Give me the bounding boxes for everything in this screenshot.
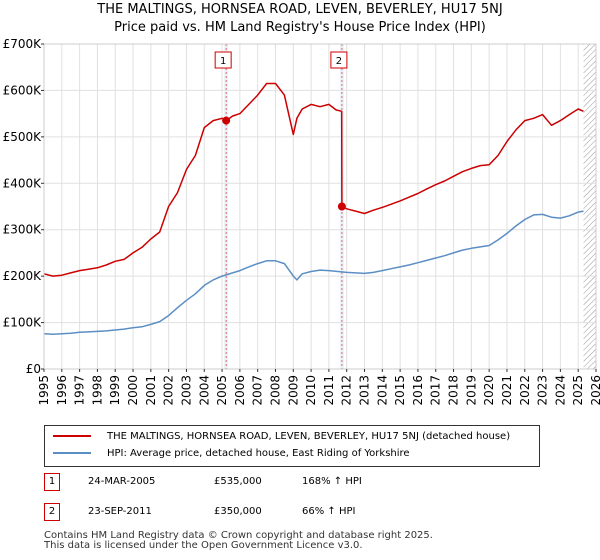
x-tick-label: 2007: [251, 375, 265, 406]
x-tick-label: 2019: [464, 375, 478, 406]
series-line-property: [43, 82, 584, 277]
x-tick-label: 2001: [144, 375, 158, 406]
y-tick-label: £300K: [3, 223, 43, 237]
y-tick-label: £100K: [3, 316, 43, 330]
legend: THE MALTINGS, HORNSEA ROAD, LEVEN, BEVER…: [44, 425, 540, 467]
transaction-label-box: [330, 51, 348, 69]
transaction-row: 2 23-SEP-2011 £350,000 66% ↑ HPI: [44, 503, 564, 521]
x-tick-label: 2016: [411, 375, 425, 406]
x-tick-label: 2009: [286, 375, 300, 406]
transaction-price: £535,000: [214, 476, 262, 487]
series-line-hpi: [43, 210, 584, 335]
x-tick-label: 2012: [340, 375, 354, 406]
x-tick-label: 2000: [126, 375, 140, 406]
legend-item-property: THE MALTINGS, HORNSEA ROAD, LEVEN, BEVER…: [53, 429, 510, 445]
y-tick-label: £600K: [3, 83, 43, 97]
x-tick-label: 2017: [429, 375, 443, 406]
x-tick-label: 2006: [233, 375, 247, 406]
footer-copyright: Contains HM Land Registry data © Crown c…: [44, 530, 433, 541]
footer: Contains HM Land Registry data © Crown c…: [44, 531, 433, 551]
x-tick-label: 2026: [589, 375, 600, 406]
transaction-marker: 2: [44, 503, 60, 521]
x-tick-label: 2002: [162, 375, 176, 406]
y-tick-label: £400K: [3, 176, 43, 190]
price-chart: 1 2 £0 £100K £200K £300K £400K £500K £600K £700K…: [3, 37, 600, 406]
transaction-marker: 1: [44, 473, 60, 491]
x-tick-label: 2011: [322, 375, 336, 406]
x-tick-label: 2014: [375, 375, 389, 406]
footer-license: This data is licensed under the Open Gov…: [44, 540, 363, 551]
x-tick-label: 2013: [358, 375, 372, 406]
transaction-label-box: [214, 51, 232, 69]
x-tick-label: 2015: [393, 375, 407, 406]
x-tick-label: 2024: [553, 375, 567, 406]
transaction-hpi: 168% ↑ HPI: [302, 476, 362, 487]
x-tick-label: 2022: [518, 375, 532, 406]
y-tick-label: £700K: [3, 37, 43, 51]
x-tick-label: 2020: [482, 375, 496, 406]
legend-label-hpi: HPI: Average price, detached house, East…: [107, 448, 410, 459]
x-tick-label: 2004: [197, 375, 211, 406]
legend-label-property: THE MALTINGS, HORNSEA ROAD, LEVEN, BEVER…: [107, 431, 511, 442]
x-tick-label: 1996: [55, 375, 69, 406]
x-tick-label: 1999: [108, 375, 122, 406]
legend-swatch-property: [53, 435, 91, 437]
x-tick-label: 1998: [90, 375, 104, 406]
transaction-point: [222, 116, 231, 125]
x-tick-label: 2018: [447, 375, 461, 406]
transaction-band: [224, 44, 229, 369]
y-tick-label: £0: [26, 362, 41, 376]
x-tick-label: 2023: [536, 375, 550, 406]
transaction-label: 2: [336, 56, 342, 67]
legend-swatch-hpi: [53, 452, 91, 454]
projection-hatch: [583, 44, 596, 369]
x-tick-label: 2021: [500, 375, 514, 406]
x-tick-label: 2010: [304, 375, 318, 406]
x-tick-label: 1995: [37, 375, 51, 406]
chart-title: THE MALTINGS, HORNSEA ROAD, LEVEN, BEVER…: [97, 2, 503, 17]
transaction-point: [337, 202, 346, 211]
transaction-date: 24-MAR-2005: [88, 476, 156, 487]
chart-subtitle: Price paid vs. HM Land Registry's House …: [114, 20, 486, 35]
x-tick-label: 2005: [215, 375, 229, 406]
transaction-date: 23-SEP-2011: [88, 506, 152, 517]
x-tick-label: 1997: [73, 375, 87, 406]
transaction-row: 1 24-MAR-2005 £535,000 168% ↑ HPI: [44, 473, 564, 491]
transaction-price: £350,000: [214, 506, 262, 517]
y-tick-label: £200K: [3, 269, 43, 283]
x-tick-label: 2025: [571, 375, 585, 406]
x-tick-label: 2003: [179, 375, 193, 406]
legend-item-hpi: HPI: Average price, detached house, East…: [53, 446, 410, 462]
transaction-label: 1: [220, 56, 226, 67]
y-tick-label: £500K: [3, 130, 43, 144]
x-tick-label: 2008: [268, 375, 282, 406]
plot-frame: [43, 43, 597, 370]
transaction-hpi: 66% ↑ HPI: [302, 506, 356, 517]
